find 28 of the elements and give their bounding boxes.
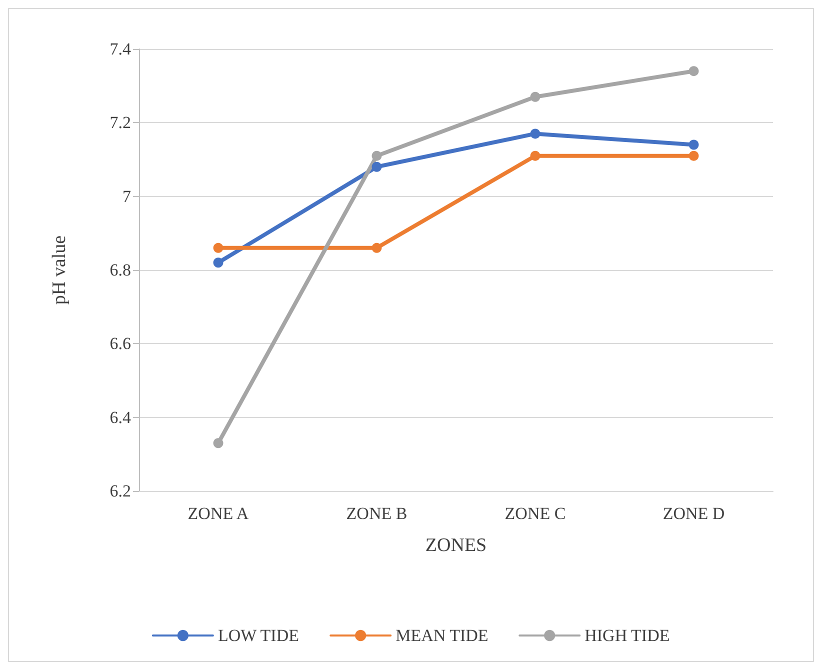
point — [372, 162, 382, 172]
legend-label: LOW TIDE — [218, 626, 299, 645]
point — [372, 150, 382, 161]
point — [688, 66, 699, 76]
legend-label: HIGH TIDE — [584, 626, 670, 645]
point — [372, 242, 382, 253]
point — [530, 150, 540, 161]
y-tick-label: 6.6 — [110, 334, 131, 354]
point — [213, 258, 224, 268]
point — [530, 128, 540, 139]
y-tick-label: 7.4 — [110, 40, 132, 58]
x-tick-label: ZONE C — [504, 504, 566, 523]
y-tick-label: 6.4 — [110, 408, 132, 427]
point — [688, 150, 699, 161]
y-tick-label: 7 — [122, 186, 132, 206]
y-tick-label: 6.8 — [110, 260, 131, 280]
x-tick-label: ZONE D — [662, 504, 725, 523]
point — [530, 92, 540, 102]
x-axis-title: ZONES — [425, 535, 487, 556]
point — [213, 242, 224, 253]
y-tick-label: 7.2 — [110, 113, 131, 132]
x-tick-label: ZONE A — [188, 504, 250, 523]
x-tick-label: ZONE B — [346, 504, 408, 523]
y-tick-label: 6.2 — [110, 482, 131, 500]
legend-label: MEAN TIDE — [396, 626, 488, 645]
y-axis-title: pH value — [49, 235, 70, 305]
point — [688, 140, 699, 150]
point — [213, 438, 224, 448]
